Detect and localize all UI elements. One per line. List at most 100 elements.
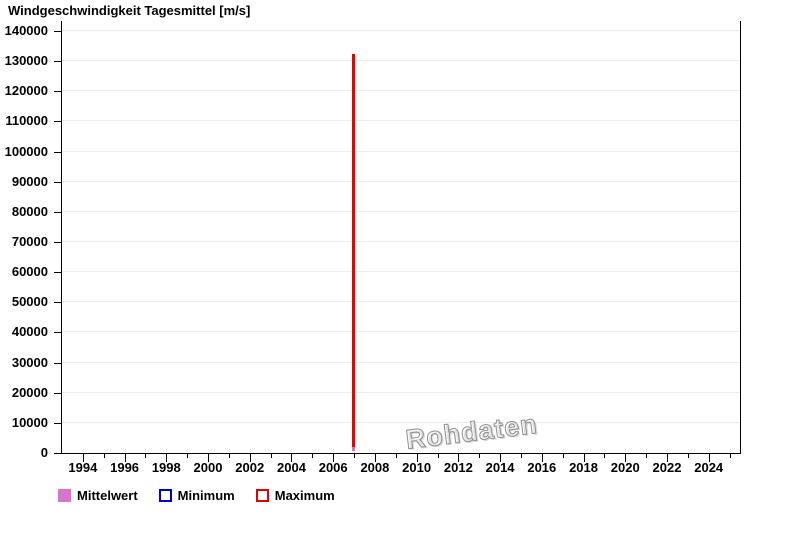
y-axis-tick-label: 20000 <box>11 384 48 400</box>
legend-swatch-icon <box>255 489 269 502</box>
y-gridline <box>62 30 740 31</box>
x-axis-major-tick <box>500 454 502 462</box>
legend-label: Mittelwert <box>77 488 138 503</box>
x-axis-minor-tick <box>687 454 689 458</box>
x-axis-major-tick <box>374 454 376 462</box>
y-gridline <box>62 180 740 182</box>
y-axis-tick <box>54 121 62 123</box>
x-axis-tick-label: 2024 <box>694 460 724 475</box>
x-axis-tick-label: 2016 <box>527 460 557 475</box>
legend-item-maximum: Maximum <box>255 488 335 503</box>
y-axis-tick-label: 120000 <box>4 83 48 99</box>
legend-item-mittelwert: Mittelwert <box>58 488 138 503</box>
y-axis-tick-label: 140000 <box>4 23 48 38</box>
plot-area: Rohdaten <box>61 21 741 455</box>
x-axis-tick-label: 2010 <box>402 460 432 475</box>
x-axis-minor-tick <box>604 454 606 458</box>
y-axis-tick <box>54 302 62 304</box>
y-gridline <box>62 120 740 122</box>
y-axis-tick <box>54 362 62 364</box>
x-axis-tick-label: 1996 <box>110 460 140 475</box>
x-axis-minor-tick <box>187 454 189 458</box>
x-axis-major-tick <box>416 454 418 462</box>
legend-swatch-icon <box>158 489 172 502</box>
y-gridline <box>62 210 740 212</box>
x-axis-major-tick <box>625 454 627 462</box>
x-axis-minor-tick <box>145 454 147 458</box>
x-axis-major-tick <box>666 454 668 462</box>
x-axis-minor-tick <box>395 454 397 458</box>
y-axis-tick-label: 100000 <box>4 143 48 159</box>
mittelwert-marker <box>352 447 356 451</box>
y-axis-tick-label: 60000 <box>11 264 48 280</box>
y-gridline <box>62 361 740 363</box>
y-axis-tick <box>54 151 62 153</box>
x-axis-major-tick <box>124 454 126 462</box>
x-axis-major-tick <box>333 454 335 462</box>
x-axis-tick-label: 2004 <box>277 460 306 475</box>
y-gridline <box>62 331 740 333</box>
y-gridline <box>62 60 740 62</box>
x-axis-minor-tick <box>354 454 356 458</box>
x-axis-major-tick <box>208 454 210 462</box>
y-axis-tick-label: 40000 <box>11 324 48 340</box>
y-axis-tick-label: 110000 <box>5 113 48 129</box>
y-axis-tick-label: 50000 <box>11 294 48 310</box>
x-axis-major-tick <box>458 454 460 462</box>
x-axis-major-tick <box>541 454 543 462</box>
legend: Mittelwert Minimum Maximum <box>58 488 335 503</box>
x-axis-major-tick <box>82 454 84 462</box>
x-axis-tick-label: 2020 <box>610 460 640 475</box>
y-axis-tick-label: 130000 <box>4 53 48 69</box>
legend-label: Maximum <box>274 488 335 503</box>
y-gridline <box>62 391 740 393</box>
x-axis-tick-label: 1998 <box>151 460 181 475</box>
x-axis-major-tick <box>708 454 710 462</box>
y-axis-tick <box>54 211 62 213</box>
x-axis-major-tick <box>583 454 585 462</box>
y-gridline <box>62 90 740 92</box>
legend-label: Minimum <box>177 488 235 503</box>
x-axis-minor-tick <box>312 454 314 458</box>
y-gridline <box>62 421 740 423</box>
y-axis-tick-label: 30000 <box>11 354 48 370</box>
y-axis-tick-label: 80000 <box>11 203 48 219</box>
x-axis-major-tick <box>166 454 168 462</box>
x-axis-tick-label: 2006 <box>318 460 348 475</box>
y-axis-tick-label: 10000 <box>11 414 48 430</box>
y-gridline <box>62 150 740 152</box>
maximum-spike <box>352 54 356 448</box>
y-gridline <box>62 301 740 303</box>
x-axis-minor-tick <box>520 454 522 458</box>
y-axis-tick <box>54 61 62 63</box>
y-axis-tick-label: 0 <box>40 445 48 460</box>
x-axis-minor-tick <box>646 454 648 458</box>
x-axis-major-tick <box>249 454 251 462</box>
x-axis-minor-tick <box>228 454 230 458</box>
y-axis-tick <box>54 242 62 243</box>
y-axis-tick <box>54 31 62 32</box>
x-axis-tick-label: 2008 <box>360 460 390 475</box>
y-axis-tick <box>54 392 62 394</box>
x-axis-minor-tick <box>479 454 481 458</box>
x-axis-tick-label: 2022 <box>652 460 682 475</box>
y-gridline <box>62 241 740 242</box>
x-axis-minor-tick <box>729 454 731 458</box>
x-axis-major-tick <box>291 454 293 462</box>
y-axis-tick <box>54 272 62 274</box>
y-axis-tick <box>54 91 62 93</box>
x-axis-minor-tick <box>562 454 564 458</box>
x-axis-tick-label: 1994 <box>68 460 98 475</box>
y-axis-tick <box>54 181 62 183</box>
legend-item-minimum: Minimum <box>158 488 235 503</box>
x-axis-tick-label: 2018 <box>569 460 598 475</box>
x-axis-minor-tick <box>103 454 105 458</box>
x-axis-minor-tick <box>270 454 272 458</box>
y-axis-tick-label: 90000 <box>11 173 48 189</box>
y-axis-tick <box>54 332 62 334</box>
y-axis-tick <box>54 453 62 454</box>
y-gridline <box>62 271 740 273</box>
x-axis-tick-label: 2014 <box>485 460 515 475</box>
y-axis-tick <box>54 422 62 424</box>
legend-swatch-icon <box>58 489 71 502</box>
